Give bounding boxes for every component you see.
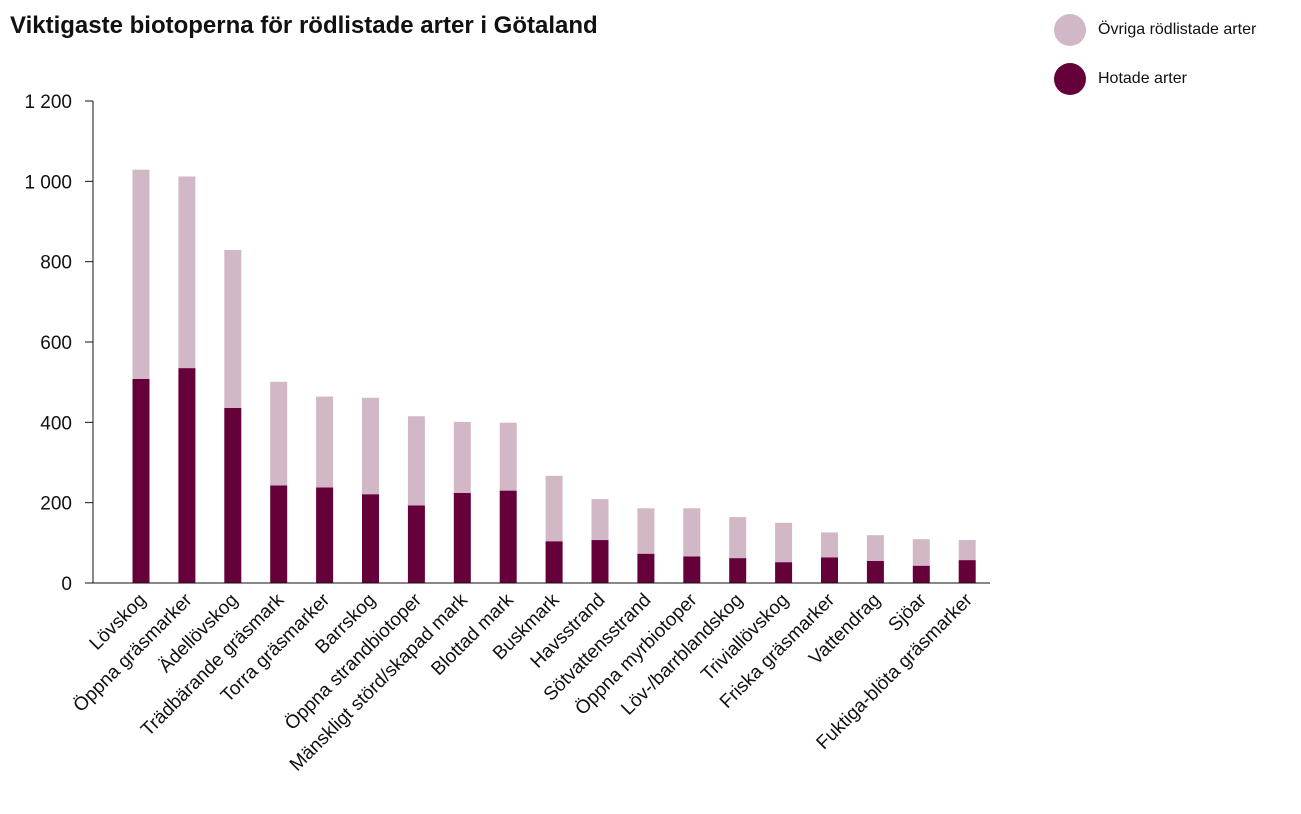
bar-hotade-12: [683, 556, 701, 583]
bar-hotade-15: [821, 557, 838, 583]
y-tick-label-5: 1 000: [24, 172, 72, 193]
bar-ovriga-8: [499, 422, 517, 491]
bar-hotade-7: [453, 493, 471, 583]
bar-hotade-17: [912, 565, 930, 583]
legend-swatch-hotade: [1054, 63, 1086, 95]
legend-label-ovriga: Övriga rödlistade arter: [1098, 21, 1257, 38]
bar-hotade-2: [224, 407, 242, 583]
bar-ovriga-13: [729, 517, 747, 559]
bar-hotade-4: [316, 487, 334, 583]
bar-ovriga-15: [821, 532, 838, 558]
bar-hotade-18: [958, 560, 976, 583]
bar-hotade-3: [270, 485, 288, 583]
bar-ovriga-11: [637, 508, 655, 554]
bar-hotade-0: [132, 379, 150, 583]
bar-ovriga-0: [132, 169, 150, 379]
bar-ovriga-2: [224, 250, 242, 408]
bar-hotade-1: [178, 368, 196, 583]
legend-label-hotade: Hotade arter: [1098, 70, 1187, 87]
bar-hotade-5: [362, 494, 379, 583]
bar-ovriga-17: [912, 539, 930, 566]
y-tick-label-6: 1 200: [24, 92, 72, 113]
bar-hotade-14: [775, 562, 793, 583]
bar-ovriga-5: [362, 397, 379, 495]
bar-ovriga-16: [866, 535, 884, 561]
bar-hotade-13: [729, 558, 747, 583]
y-tick-label-3: 600: [40, 333, 72, 354]
bar-hotade-10: [591, 540, 609, 583]
bar-ovriga-7: [453, 421, 471, 493]
bar-ovriga-12: [683, 508, 701, 557]
legend-item-ovriga: Övriga rödlistade arter: [1054, 14, 1256, 46]
bar-ovriga-10: [591, 499, 609, 541]
bar-hotade-9: [545, 541, 563, 583]
bar-hotade-16: [866, 560, 884, 583]
bar-ovriga-9: [545, 475, 563, 542]
y-tick-label-4: 800: [40, 253, 72, 274]
legend-swatch-ovriga: [1054, 14, 1086, 46]
y-tick-label-0: 0: [61, 574, 72, 595]
chart-title: Viktigaste biotoperna för rödlistade art…: [10, 12, 598, 39]
bar-ovriga-3: [270, 381, 288, 486]
bar-hotade-6: [407, 505, 425, 583]
bar-ovriga-4: [316, 396, 334, 488]
bar-ovriga-1: [178, 176, 196, 369]
bar-ovriga-6: [407, 416, 425, 506]
bar-ovriga-14: [775, 522, 793, 563]
bar-ovriga-18: [958, 540, 976, 561]
y-tick-label-2: 400: [40, 413, 72, 434]
bar-hotade-11: [637, 553, 655, 583]
bar-hotade-8: [499, 490, 517, 583]
y-tick-label-1: 200: [40, 494, 72, 515]
legend: Övriga rödlistade arter Hotade arter: [1054, 14, 1256, 112]
legend-item-hotade: Hotade arter: [1054, 63, 1256, 95]
